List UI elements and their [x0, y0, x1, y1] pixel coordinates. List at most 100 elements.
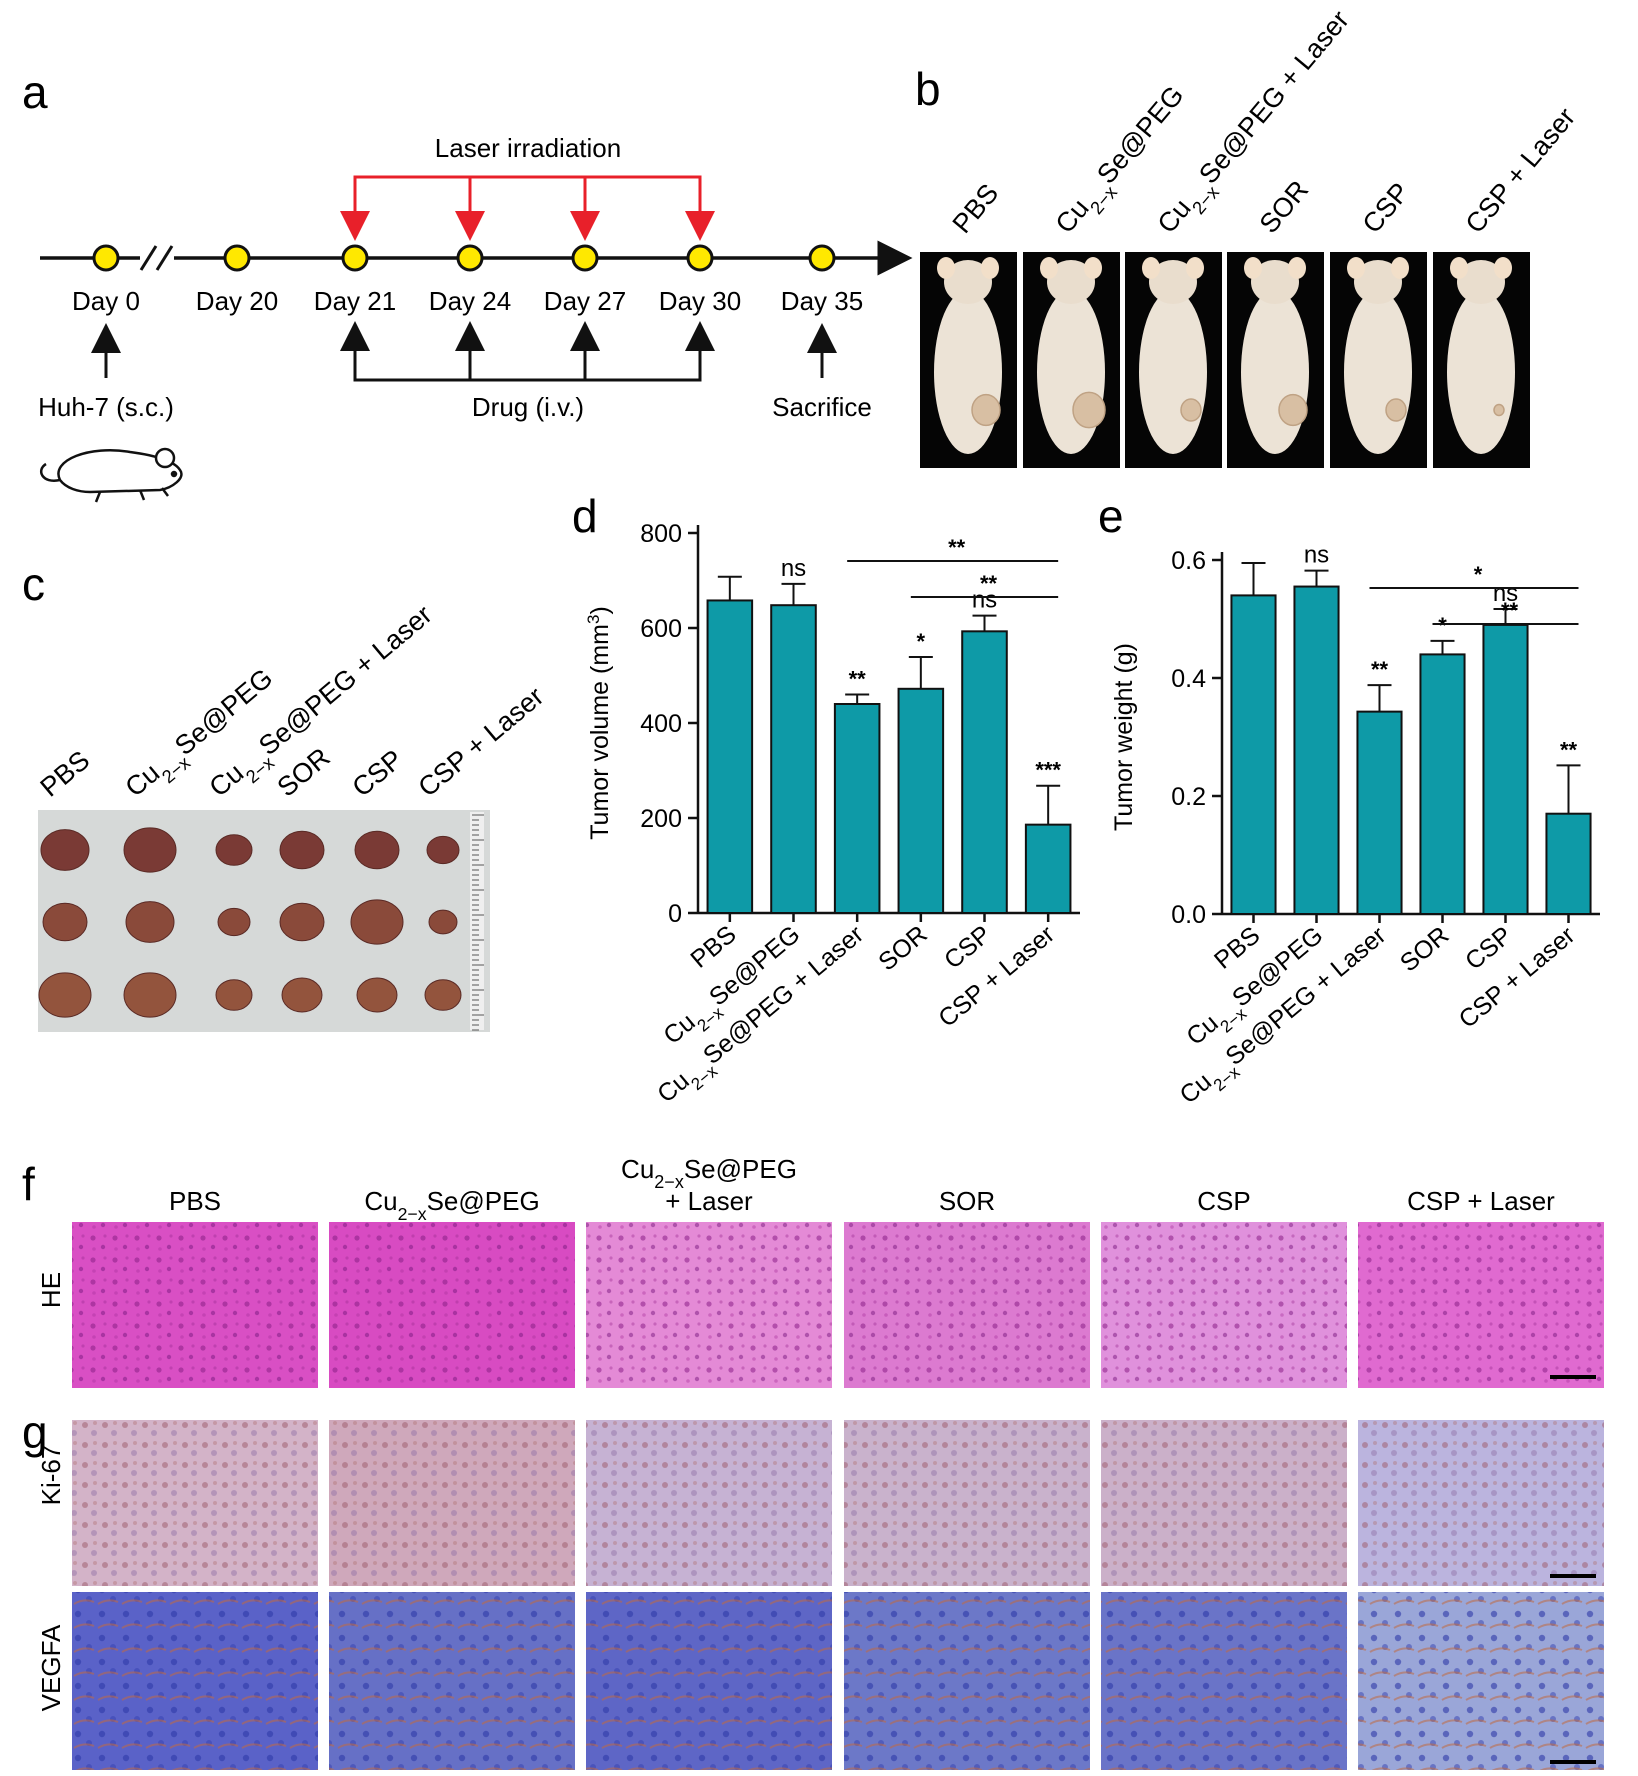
tumor [424, 979, 462, 1011]
day-label: Day 30 [659, 286, 741, 316]
vegfa-tile-texture [586, 1592, 832, 1770]
significance-label: ns [972, 587, 997, 614]
tumor [279, 830, 325, 870]
row-label-vegfa: VEGFA [36, 1624, 66, 1711]
ki67-tile-texture [329, 1420, 575, 1586]
ki67-tile-texture [586, 1420, 832, 1586]
tumor-photo-background [38, 810, 490, 1032]
tumor [125, 901, 175, 943]
comparison-label: * [1474, 562, 1483, 587]
bar [1356, 710, 1403, 915]
day-label: Day 24 [429, 286, 511, 316]
day-node [686, 244, 714, 272]
bar [897, 687, 945, 914]
mouse-head [1354, 260, 1402, 304]
panel-letter-e: e [1098, 490, 1124, 542]
mouse-body [1344, 290, 1412, 454]
day-node [456, 244, 484, 272]
vegfa-tile-texture [1358, 1592, 1604, 1770]
tumor-group-label: CSP + Laser [413, 681, 550, 803]
significance-label: * [1438, 613, 1447, 638]
sacrifice-label: Sacrifice [772, 392, 872, 422]
he-tile-texture [1358, 1222, 1604, 1388]
tumor [350, 899, 404, 945]
significance-label: ns [1493, 580, 1518, 607]
ruler [470, 812, 484, 1031]
day-nodes: Day 0 Day 20 Day 21 Day 24 Day 27 Day 30 Day 3… [72, 244, 863, 316]
tumor [217, 907, 251, 937]
drug-label: Drug (i.v.) [472, 392, 584, 422]
x-tick-label: SOR [1395, 921, 1455, 977]
mouse-head [1149, 260, 1197, 304]
mice-group-label: SOR [1254, 175, 1315, 239]
mouse-head [944, 260, 992, 304]
timeline-panel: Laser irradiation Day 0 Day 20 Day 21 Day 2… [38, 133, 913, 503]
mouse-ear [937, 257, 955, 279]
x-tick-label: CSP + Laser [1454, 921, 1581, 1034]
tumor [215, 834, 253, 866]
tumor [123, 827, 177, 873]
vegfa-tile-texture [1101, 1592, 1347, 1770]
tumor [281, 977, 323, 1013]
tumor [40, 829, 90, 871]
laser-bracket [353, 175, 702, 217]
mouse-ear [1084, 257, 1102, 279]
day-node [92, 244, 120, 272]
tumor [38, 972, 92, 1018]
bar [1230, 594, 1277, 916]
panel-letter-d: d [572, 490, 598, 542]
bar [770, 604, 817, 914]
histology-header: SOR [939, 1186, 995, 1216]
mouse-ear [1494, 257, 1512, 279]
y-tick-label: 0 [668, 900, 682, 928]
mouse-ear [1142, 257, 1160, 279]
histology-header: CSP + Laser [1407, 1186, 1555, 1216]
tumor-group-label: CSP [347, 744, 409, 803]
axis-break-mark-2 [155, 245, 174, 271]
bar [1293, 585, 1340, 915]
y-tick-label: 200 [640, 805, 682, 833]
mice-group-label: PBS [947, 178, 1005, 239]
significance-label: ** [1371, 657, 1389, 682]
mouse-tumor [1180, 398, 1202, 422]
panel-letter-b: b [915, 63, 941, 115]
y-tick-label: 600 [640, 615, 682, 643]
day-node [223, 244, 251, 272]
mouse-ear [1244, 257, 1262, 279]
mouse-tumor [1493, 403, 1505, 417]
tumor [42, 902, 88, 942]
mouse-body [1139, 290, 1207, 454]
mouse-ear [1040, 257, 1058, 279]
day-label: Day 27 [544, 286, 626, 316]
bar [706, 599, 754, 914]
histology-header: Cu2−xSe@PEG [364, 1186, 539, 1224]
panel-letter-f: f [22, 1158, 35, 1210]
panel-letter-c: c [22, 558, 45, 610]
mice-group-label: Cu2−xSe@PEG + Laser [1152, 5, 1362, 245]
drug-bracket [353, 338, 702, 382]
tumor [428, 909, 458, 935]
comparison-label: ** [980, 571, 998, 596]
he-tile-texture [1101, 1222, 1347, 1388]
axis-break-mark-1 [139, 245, 158, 271]
comparison-label: ** [1501, 598, 1519, 623]
significance-label: ns [1304, 542, 1329, 569]
panel-letter-g: g [22, 1406, 48, 1458]
y-axis-label: Tumor weight (g) [1110, 643, 1138, 831]
x-tick-label: CSP + Laser [933, 920, 1060, 1033]
mouse-ear [981, 257, 999, 279]
panel-letter-a: a [22, 66, 48, 118]
inoculation-label: Huh-7 (s.c.) [38, 392, 174, 422]
y-tick-label: 0.6 [1171, 547, 1206, 575]
mice-group-label: CSP + Laser [1460, 102, 1582, 239]
histology-header: Cu2−xSe@PEG [621, 1154, 797, 1192]
bar [833, 703, 881, 914]
x-tick-label: SOR [873, 920, 933, 976]
mouse-body [1037, 290, 1105, 454]
y-tick-label: 400 [640, 710, 682, 738]
he-tile-texture [586, 1222, 832, 1388]
